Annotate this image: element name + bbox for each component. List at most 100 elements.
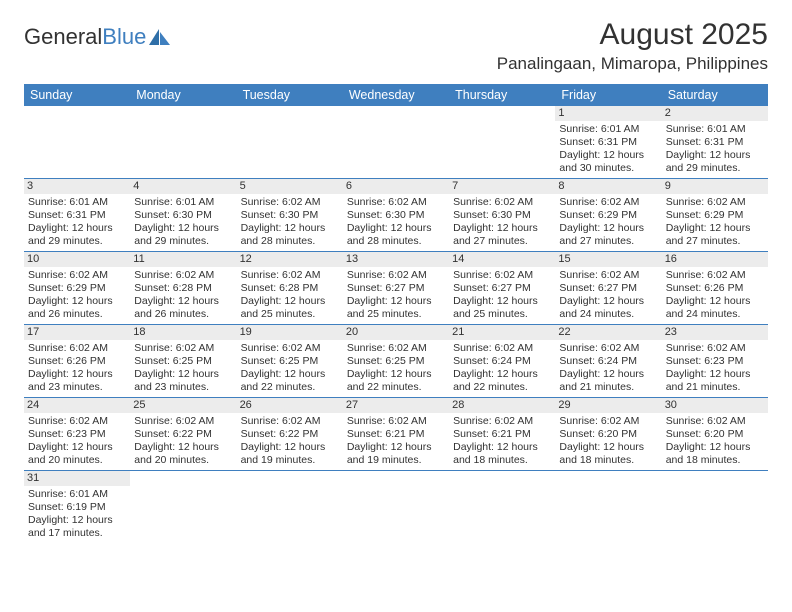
sunrise-text: Sunrise: 6:01 AM <box>134 196 232 209</box>
sunrise-text: Sunrise: 6:02 AM <box>134 342 232 355</box>
calendar-cell: 5Sunrise: 6:02 AMSunset: 6:30 PMDaylight… <box>237 179 343 251</box>
sunrise-text: Sunrise: 6:01 AM <box>28 488 126 501</box>
sunset-text: Sunset: 6:25 PM <box>241 355 339 368</box>
day-number: 2 <box>662 106 768 121</box>
day2-text: and 20 minutes. <box>28 454 126 467</box>
day1-text: Daylight: 12 hours <box>28 441 126 454</box>
sunrise-text: Sunrise: 6:02 AM <box>666 269 764 282</box>
day-number: 16 <box>662 252 768 267</box>
calendar-cell: 10Sunrise: 6:02 AMSunset: 6:29 PMDayligh… <box>24 252 130 324</box>
day-number: 1 <box>555 106 661 121</box>
weekday-heading: Wednesday <box>343 84 449 106</box>
calendar-weekday-header: Sunday Monday Tuesday Wednesday Thursday… <box>24 84 768 106</box>
calendar-row: 17Sunrise: 6:02 AMSunset: 6:26 PMDayligh… <box>24 325 768 398</box>
page-title: August 2025 <box>497 18 768 52</box>
sunrise-text: Sunrise: 6:02 AM <box>453 415 551 428</box>
calendar-cell: 30Sunrise: 6:02 AMSunset: 6:20 PMDayligh… <box>662 398 768 470</box>
sunrise-text: Sunrise: 6:02 AM <box>347 415 445 428</box>
calendar-cell <box>449 106 555 178</box>
day1-text: Daylight: 12 hours <box>453 295 551 308</box>
sunrise-text: Sunrise: 6:02 AM <box>666 415 764 428</box>
sunrise-text: Sunrise: 6:02 AM <box>559 269 657 282</box>
calendar-cell: 6Sunrise: 6:02 AMSunset: 6:30 PMDaylight… <box>343 179 449 251</box>
sunrise-text: Sunrise: 6:02 AM <box>134 415 232 428</box>
day-number: 8 <box>555 179 661 194</box>
day-number: 14 <box>449 252 555 267</box>
calendar-row: 1Sunrise: 6:01 AMSunset: 6:31 PMDaylight… <box>24 106 768 179</box>
calendar-cell: 17Sunrise: 6:02 AMSunset: 6:26 PMDayligh… <box>24 325 130 397</box>
title-block: August 2025 Panalingaan, Mimaropa, Phili… <box>497 18 768 74</box>
calendar-cell <box>343 106 449 178</box>
sunset-text: Sunset: 6:26 PM <box>28 355 126 368</box>
day1-text: Daylight: 12 hours <box>28 295 126 308</box>
day2-text: and 19 minutes. <box>347 454 445 467</box>
calendar-row: 3Sunrise: 6:01 AMSunset: 6:31 PMDaylight… <box>24 179 768 252</box>
day-number: 13 <box>343 252 449 267</box>
calendar-row: 24Sunrise: 6:02 AMSunset: 6:23 PMDayligh… <box>24 398 768 471</box>
day2-text: and 28 minutes. <box>347 235 445 248</box>
calendar-cell: 31Sunrise: 6:01 AMSunset: 6:19 PMDayligh… <box>24 471 130 543</box>
day2-text: and 26 minutes. <box>134 308 232 321</box>
sunrise-text: Sunrise: 6:02 AM <box>666 342 764 355</box>
calendar-cell: 12Sunrise: 6:02 AMSunset: 6:28 PMDayligh… <box>237 252 343 324</box>
weekday-heading: Thursday <box>449 84 555 106</box>
sunrise-text: Sunrise: 6:02 AM <box>28 269 126 282</box>
day1-text: Daylight: 12 hours <box>134 222 232 235</box>
day1-text: Daylight: 12 hours <box>241 222 339 235</box>
day2-text: and 25 minutes. <box>347 308 445 321</box>
sunrise-text: Sunrise: 6:02 AM <box>453 269 551 282</box>
sunset-text: Sunset: 6:27 PM <box>559 282 657 295</box>
day2-text: and 19 minutes. <box>241 454 339 467</box>
day1-text: Daylight: 12 hours <box>666 368 764 381</box>
sunset-text: Sunset: 6:30 PM <box>241 209 339 222</box>
day-number: 12 <box>237 252 343 267</box>
day-number: 28 <box>449 398 555 413</box>
day2-text: and 20 minutes. <box>134 454 232 467</box>
sunrise-text: Sunrise: 6:02 AM <box>453 342 551 355</box>
sunset-text: Sunset: 6:29 PM <box>28 282 126 295</box>
brand-logo: GeneralBlue <box>24 18 171 53</box>
sunset-text: Sunset: 6:28 PM <box>134 282 232 295</box>
calendar-cell: 8Sunrise: 6:02 AMSunset: 6:29 PMDaylight… <box>555 179 661 251</box>
calendar-cell <box>130 106 236 178</box>
header: GeneralBlue August 2025 Panalingaan, Mim… <box>24 18 768 74</box>
calendar-cell: 26Sunrise: 6:02 AMSunset: 6:22 PMDayligh… <box>237 398 343 470</box>
calendar-cell: 23Sunrise: 6:02 AMSunset: 6:23 PMDayligh… <box>662 325 768 397</box>
day1-text: Daylight: 12 hours <box>241 441 339 454</box>
sunrise-text: Sunrise: 6:01 AM <box>28 196 126 209</box>
calendar-cell: 2Sunrise: 6:01 AMSunset: 6:31 PMDaylight… <box>662 106 768 178</box>
sunrise-text: Sunrise: 6:02 AM <box>347 269 445 282</box>
day1-text: Daylight: 12 hours <box>241 368 339 381</box>
day2-text: and 22 minutes. <box>347 381 445 394</box>
day1-text: Daylight: 12 hours <box>347 295 445 308</box>
day1-text: Daylight: 12 hours <box>28 514 126 527</box>
weekday-heading: Tuesday <box>237 84 343 106</box>
calendar-cell <box>130 471 236 543</box>
day1-text: Daylight: 12 hours <box>134 441 232 454</box>
day1-text: Daylight: 12 hours <box>347 222 445 235</box>
calendar-cell <box>237 106 343 178</box>
calendar-cell <box>449 471 555 543</box>
calendar-cell: 13Sunrise: 6:02 AMSunset: 6:27 PMDayligh… <box>343 252 449 324</box>
calendar-cell: 4Sunrise: 6:01 AMSunset: 6:30 PMDaylight… <box>130 179 236 251</box>
day1-text: Daylight: 12 hours <box>666 222 764 235</box>
calendar-cell: 15Sunrise: 6:02 AMSunset: 6:27 PMDayligh… <box>555 252 661 324</box>
day2-text: and 29 minutes. <box>28 235 126 248</box>
day-number: 26 <box>237 398 343 413</box>
day2-text: and 25 minutes. <box>453 308 551 321</box>
calendar-cell: 27Sunrise: 6:02 AMSunset: 6:21 PMDayligh… <box>343 398 449 470</box>
sunrise-text: Sunrise: 6:02 AM <box>241 415 339 428</box>
sunset-text: Sunset: 6:25 PM <box>134 355 232 368</box>
day-number: 9 <box>662 179 768 194</box>
day-number: 23 <box>662 325 768 340</box>
sunrise-text: Sunrise: 6:02 AM <box>28 342 126 355</box>
location-subtitle: Panalingaan, Mimaropa, Philippines <box>497 54 768 74</box>
calendar-cell: 24Sunrise: 6:02 AMSunset: 6:23 PMDayligh… <box>24 398 130 470</box>
day1-text: Daylight: 12 hours <box>666 441 764 454</box>
sunset-text: Sunset: 6:25 PM <box>347 355 445 368</box>
sunset-text: Sunset: 6:31 PM <box>666 136 764 149</box>
day1-text: Daylight: 12 hours <box>347 368 445 381</box>
day-number: 3 <box>24 179 130 194</box>
weekday-heading: Saturday <box>662 84 768 106</box>
day-number: 24 <box>24 398 130 413</box>
